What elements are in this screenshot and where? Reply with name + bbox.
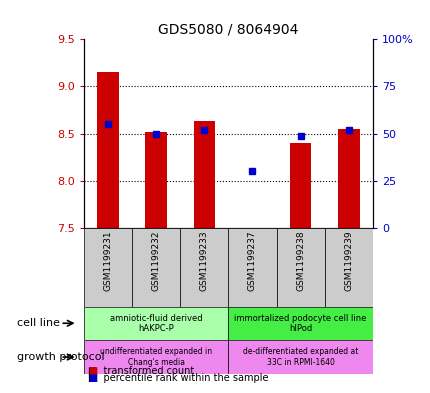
Text: de-differentiated expanded at
33C in RPMI-1640: de-differentiated expanded at 33C in RPM… (243, 347, 357, 367)
Text: GSM1199239: GSM1199239 (344, 230, 353, 291)
Bar (276, 228, 324, 307)
Bar (180, 228, 228, 307)
Text: growth protocol: growth protocol (17, 352, 104, 362)
Text: ■  percentile rank within the sample: ■ percentile rank within the sample (88, 373, 268, 383)
Text: undifferentiated expanded in
Chang's media: undifferentiated expanded in Chang's med… (100, 347, 212, 367)
Text: amniotic-fluid derived
hAKPC-P: amniotic-fluid derived hAKPC-P (110, 314, 202, 333)
Bar (84, 307, 228, 340)
Text: GSM1199232: GSM1199232 (151, 230, 160, 291)
Title: GDS5080 / 8064904: GDS5080 / 8064904 (158, 23, 298, 37)
Bar (97, 72, 119, 228)
Text: GSM1199237: GSM1199237 (247, 230, 256, 291)
Text: ■: ■ (88, 366, 97, 376)
Bar (228, 228, 276, 307)
Bar (228, 340, 372, 374)
Bar (84, 340, 228, 374)
Text: GSM1199231: GSM1199231 (103, 230, 112, 291)
Bar (337, 129, 359, 228)
Bar (132, 228, 180, 307)
Text: ■: ■ (88, 373, 97, 383)
Text: cell line: cell line (17, 318, 60, 328)
Bar (228, 307, 372, 340)
Text: GSM1199233: GSM1199233 (200, 230, 209, 291)
Bar (84, 228, 132, 307)
Bar (324, 228, 372, 307)
Bar (289, 143, 311, 228)
Text: ■  transformed count: ■ transformed count (88, 366, 194, 376)
Text: immortalized podocyte cell line
hIPod: immortalized podocyte cell line hIPod (234, 314, 366, 333)
Text: GSM1199238: GSM1199238 (295, 230, 304, 291)
Bar (145, 132, 167, 228)
Bar (193, 121, 215, 228)
